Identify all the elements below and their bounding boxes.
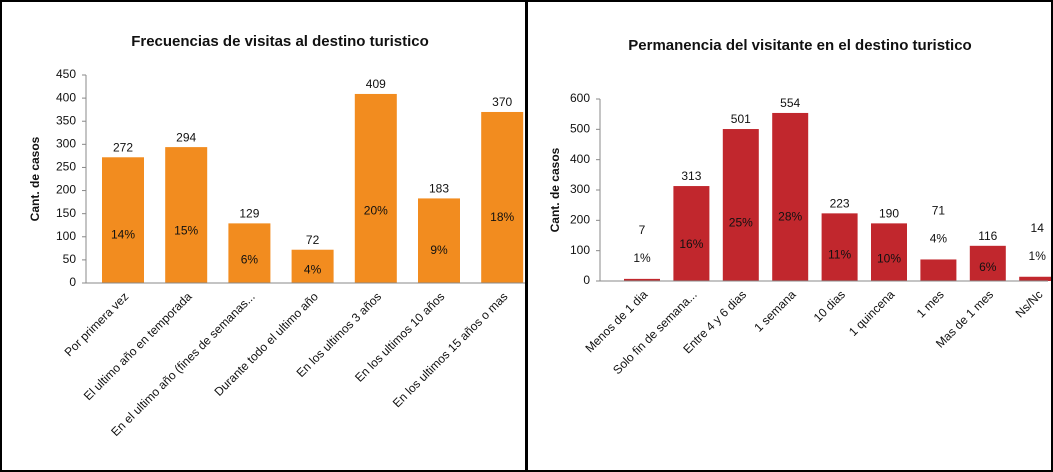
percent-label: 14% — [111, 227, 135, 241]
percent-label: 9% — [430, 243, 448, 257]
percent-label: 25% — [729, 215, 753, 229]
value-label: 14 — [1031, 221, 1045, 235]
y-tick-label: 250 — [56, 160, 76, 174]
bar — [102, 157, 144, 283]
value-label: 72 — [306, 233, 320, 247]
y-tick-label: 450 — [56, 67, 76, 81]
chart-title: Frecuencias de visitas al destino turist… — [131, 33, 429, 50]
bar — [291, 249, 334, 283]
value-label: 501 — [731, 112, 751, 126]
bar — [418, 198, 460, 283]
y-tick-label: 200 — [56, 183, 76, 197]
bar — [673, 186, 710, 281]
percent-label: 11% — [828, 247, 851, 261]
percent-label: 16% — [679, 237, 703, 251]
value-label: 190 — [879, 207, 899, 221]
y-tick-label: 300 — [570, 182, 590, 196]
value-label: 554 — [780, 96, 800, 110]
y-tick-label: 400 — [570, 152, 590, 166]
percent-label: 15% — [174, 224, 198, 238]
percent-label: 4% — [304, 263, 322, 277]
percent-label: 10% — [877, 251, 901, 265]
bar — [1019, 276, 1051, 281]
bar — [821, 213, 858, 281]
value-label: 7 — [639, 223, 646, 237]
value-label: 409 — [366, 77, 386, 91]
bar — [969, 245, 1006, 281]
value-label: 313 — [681, 169, 701, 183]
y-axis-label: Cant. de casos — [28, 136, 42, 221]
value-label: 223 — [830, 197, 850, 211]
bar — [354, 93, 397, 283]
y-tick-label: 300 — [56, 137, 76, 151]
y-tick-label: 350 — [56, 113, 76, 127]
value-label: 272 — [113, 140, 133, 154]
y-axis-label: Cant. de casos — [548, 147, 562, 232]
y-tick-label: 200 — [570, 213, 590, 227]
y-tick-label: 100 — [570, 243, 590, 257]
bar — [871, 223, 907, 281]
y-tick-label: 0 — [69, 275, 76, 289]
y-tick-label: 400 — [56, 90, 76, 104]
percent-label: 6% — [241, 253, 259, 267]
y-tick-label: 500 — [570, 122, 590, 136]
value-label: 71 — [932, 204, 946, 218]
y-tick-label: 100 — [56, 229, 76, 243]
bar — [722, 129, 759, 281]
value-label: 116 — [978, 229, 997, 243]
bar — [772, 112, 809, 281]
bar — [165, 147, 208, 283]
percent-label: 18% — [490, 210, 514, 224]
y-tick-label: 0 — [583, 273, 590, 287]
bar — [624, 278, 660, 281]
value-label: 294 — [176, 130, 196, 144]
bar — [481, 111, 524, 283]
percent-label: 20% — [364, 203, 388, 217]
value-label: 370 — [492, 95, 512, 109]
value-label: 183 — [429, 182, 449, 196]
value-label: 129 — [239, 207, 259, 221]
percent-label: 1% — [1029, 249, 1047, 263]
bar — [228, 223, 271, 283]
percent-label: 6% — [979, 260, 997, 274]
y-tick-label: 50 — [63, 252, 77, 266]
bar — [920, 259, 957, 281]
percent-label: 28% — [778, 209, 802, 223]
y-tick-label: 600 — [570, 91, 590, 105]
percent-label: 4% — [930, 232, 948, 246]
percent-label: 1% — [633, 251, 651, 265]
y-tick-label: 150 — [56, 206, 76, 220]
chart-title: Permanencia del visitante en el destino … — [628, 37, 971, 54]
